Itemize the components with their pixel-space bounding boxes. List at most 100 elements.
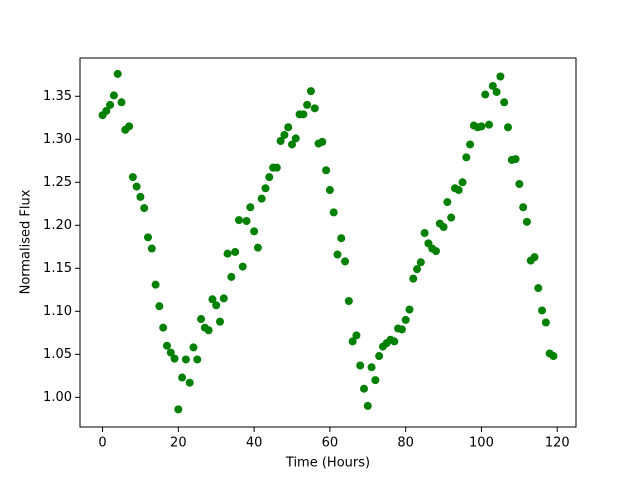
y-tick-label: 1.15 — [43, 261, 72, 276]
point — [113, 69, 122, 78]
y-tick-label: 1.35 — [43, 89, 72, 104]
point — [359, 384, 368, 393]
point — [128, 173, 137, 182]
point — [257, 194, 266, 203]
point — [170, 354, 179, 363]
point — [193, 355, 202, 364]
point — [477, 122, 486, 131]
point — [102, 106, 111, 115]
y-tick-label: 1.05 — [43, 347, 72, 362]
point — [261, 184, 270, 193]
point — [227, 272, 236, 281]
point — [166, 348, 175, 357]
point — [272, 163, 281, 172]
point — [352, 331, 361, 340]
x-tick-label: 60 — [322, 436, 339, 451]
point — [136, 192, 145, 201]
point — [216, 317, 225, 326]
point — [246, 203, 255, 212]
point — [231, 247, 240, 256]
point — [125, 122, 134, 131]
point — [242, 216, 251, 225]
point — [276, 137, 285, 146]
point — [310, 104, 319, 113]
y-tick-label: 1.25 — [43, 175, 72, 190]
point — [503, 123, 512, 132]
point — [140, 204, 149, 213]
point — [204, 326, 213, 335]
point — [492, 87, 501, 96]
point — [431, 247, 440, 256]
point — [223, 249, 232, 258]
point — [344, 296, 353, 305]
point — [519, 203, 528, 212]
point — [409, 274, 418, 283]
point — [325, 186, 334, 195]
point — [234, 216, 243, 225]
y-tick-label: 1.00 — [43, 390, 72, 405]
point — [515, 180, 524, 189]
point — [337, 234, 346, 243]
point — [178, 373, 187, 382]
point — [189, 343, 198, 352]
point — [496, 72, 505, 81]
point — [367, 363, 376, 372]
y-tick-label: 1.30 — [43, 132, 72, 147]
point — [208, 295, 217, 304]
point — [397, 325, 406, 334]
point — [443, 198, 452, 207]
point — [181, 355, 190, 364]
point — [371, 376, 380, 385]
point — [439, 223, 448, 232]
point — [356, 361, 365, 370]
point — [549, 352, 558, 361]
point — [522, 217, 531, 226]
x-tick-label: 20 — [170, 436, 187, 451]
y-tick-label: 1.10 — [43, 304, 72, 319]
point — [197, 315, 206, 324]
point — [106, 100, 115, 109]
point — [303, 100, 312, 109]
point — [185, 378, 194, 387]
point — [348, 337, 357, 346]
point — [151, 280, 160, 289]
point — [144, 233, 153, 242]
point — [541, 318, 550, 327]
point — [511, 155, 520, 164]
point — [322, 166, 331, 175]
point — [390, 337, 399, 346]
point — [447, 213, 456, 222]
x-tick-label: 80 — [397, 436, 414, 451]
point — [318, 137, 327, 146]
point — [155, 302, 164, 311]
point — [132, 182, 141, 191]
point — [538, 306, 547, 315]
x-axis-label: Time (Hours) — [285, 456, 370, 471]
point — [458, 178, 467, 187]
point — [333, 250, 342, 259]
point — [284, 123, 293, 132]
point — [341, 257, 350, 266]
point — [109, 91, 118, 100]
point — [462, 153, 471, 162]
x-tick-label: 0 — [98, 436, 106, 451]
point — [288, 140, 297, 149]
point — [219, 294, 228, 303]
point — [162, 341, 171, 350]
point — [159, 323, 168, 332]
point — [280, 130, 289, 139]
point — [212, 301, 221, 310]
point — [329, 208, 338, 217]
point — [147, 244, 156, 253]
point — [174, 405, 183, 414]
plot-frame — [79, 57, 577, 428]
point — [420, 229, 429, 238]
point — [500, 98, 509, 107]
point — [117, 98, 126, 107]
point — [306, 87, 315, 96]
point — [416, 258, 425, 267]
point — [299, 110, 308, 119]
y-axis-label: Normalised Flux — [19, 189, 34, 294]
point — [291, 134, 300, 143]
